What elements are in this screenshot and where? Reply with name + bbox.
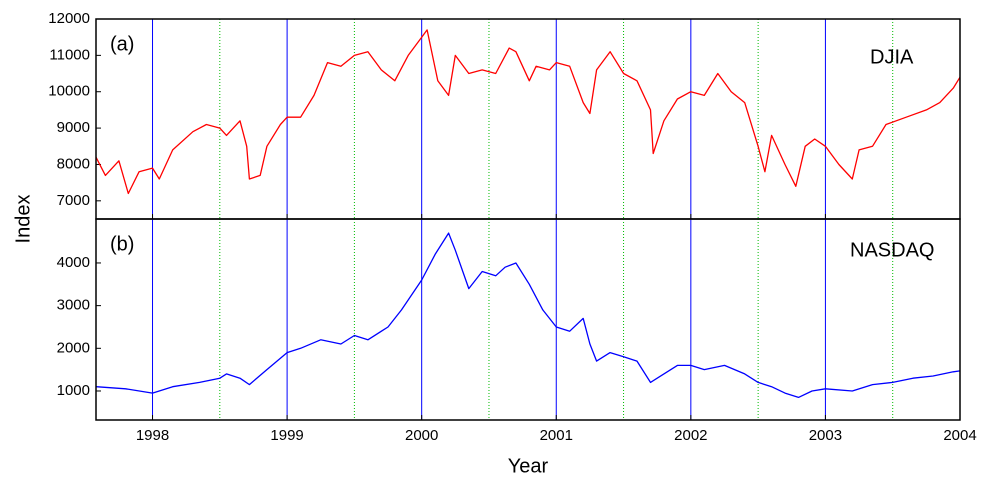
panel-label: (a) (110, 33, 134, 55)
y-tick-label: 8000 (57, 155, 90, 172)
x-tick-label: 2001 (540, 427, 573, 444)
y-tick-label: 4000 (57, 254, 90, 271)
data-line (95, 29, 961, 195)
plot-frame (95, 18, 961, 220)
y-tick-label: 9000 (57, 119, 90, 136)
x-tick-label: 2004 (943, 427, 976, 444)
x-tick-label: 2000 (405, 427, 438, 444)
x-tick-label: 1999 (270, 427, 303, 444)
data-line (95, 232, 961, 399)
y-tick-label: 3000 (57, 297, 90, 314)
y-tick-label: 12000 (48, 10, 90, 27)
legend-label: NASDAQ (850, 239, 934, 261)
x-axis-label: Year (508, 455, 549, 477)
y-tick-label: 7000 (57, 192, 90, 209)
x-tick-label: 1998 (136, 427, 169, 444)
panel-label: (b) (110, 233, 134, 255)
y-tick-label: 1000 (57, 382, 90, 399)
x-tick-label: 2003 (809, 427, 842, 444)
y-tick-label: 10000 (48, 83, 90, 100)
legend-label: DJIA (870, 46, 914, 68)
y-tick-label: 11000 (49, 46, 90, 63)
plot-frame (95, 218, 961, 421)
x-tick-label: 2002 (674, 427, 707, 444)
y-axis-label: Index (12, 195, 34, 244)
y-tick-label: 2000 (57, 339, 90, 356)
